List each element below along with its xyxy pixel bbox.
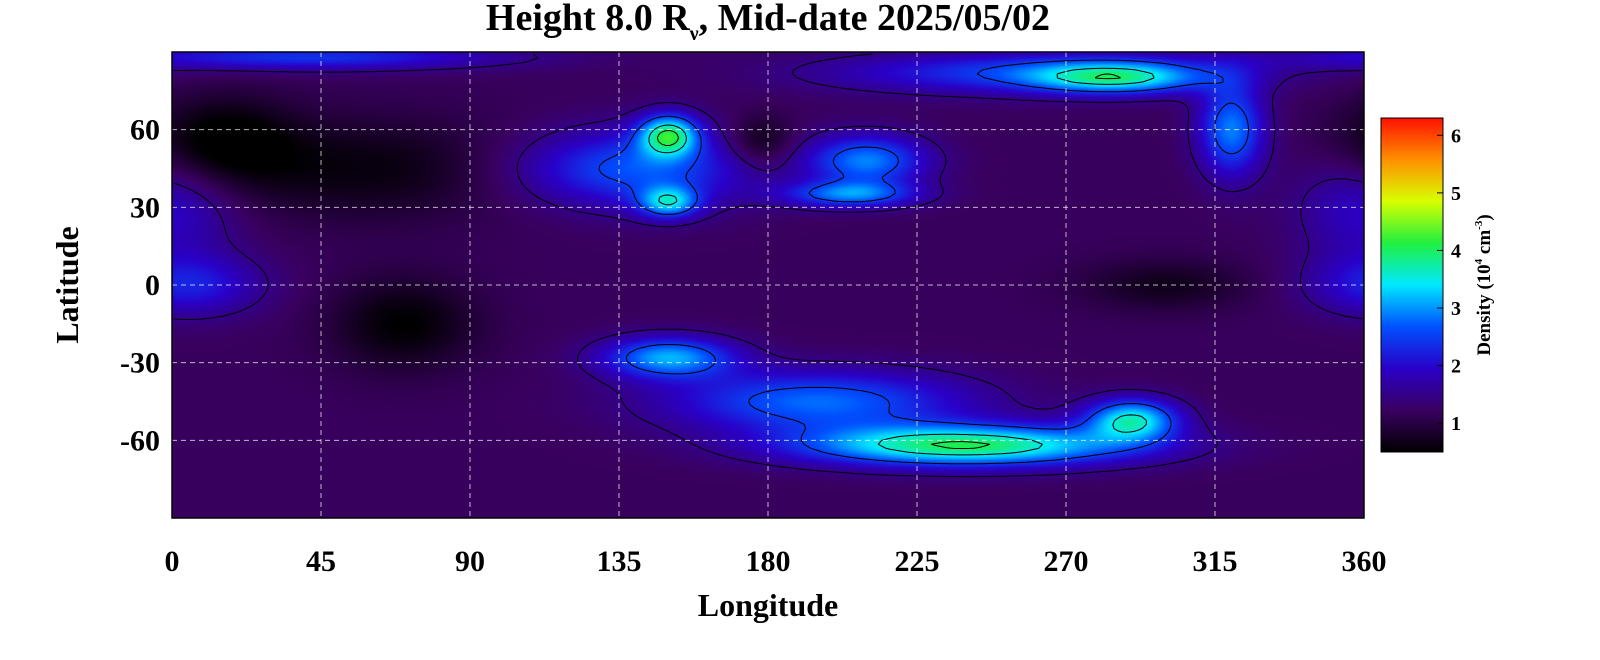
x-tick-label: 0	[165, 545, 180, 578]
colorbar-tick-label: 5	[1451, 183, 1461, 205]
chart-title-suffix: , Mid-date 2025/05/02	[699, 0, 1050, 39]
colorbar-tick-label: 6	[1451, 125, 1461, 147]
y-axis-label: Latitude	[49, 226, 85, 343]
x-tick-label: 90	[455, 545, 485, 578]
x-tick-label: 45	[306, 545, 336, 578]
y-tick-label: 30	[130, 191, 160, 224]
y-tick-label: -30	[120, 347, 160, 380]
x-tick-label: 360	[1342, 545, 1387, 578]
plot-frame	[171, 51, 1365, 519]
x-tick-label: 180	[746, 545, 791, 578]
y-tick-label: 0	[145, 269, 160, 302]
colorbar-label-mid: cm	[1474, 230, 1495, 259]
x-tick-labels: 0 45 90 135 180 225 270 315 360	[165, 545, 1387, 578]
y-tick-label: 60	[130, 114, 160, 147]
colorbar-label-exp2: -3	[1473, 220, 1485, 230]
colorbar-label-exp1: 4	[1473, 258, 1485, 264]
colorbar-tick-label: 2	[1451, 356, 1461, 378]
colorbar-tick-label: 4	[1451, 240, 1461, 262]
x-tick-label: 315	[1193, 545, 1238, 578]
x-axis-label: Longitude	[698, 587, 838, 623]
colorbar-tick-label: 3	[1451, 298, 1461, 320]
chart-title: Height 8.0 Rν, Mid-date 2025/05/02	[486, 0, 1050, 45]
x-tick-label: 135	[597, 545, 642, 578]
colorbar-tick-label: 1	[1451, 413, 1461, 435]
x-tick-label: 270	[1044, 545, 1089, 578]
y-tick-label: -60	[120, 424, 160, 457]
contour-line	[648, 67, 1155, 456]
colorbar-fill	[1380, 117, 1444, 453]
y-tick-labels: -60 -30 0 30 60	[120, 114, 160, 458]
contour-line	[656, 73, 1121, 449]
contour-lines	[173, 53, 1363, 478]
plot-area	[172, 52, 1364, 518]
x-tick-label: 225	[895, 545, 940, 578]
colorbar-label-suffix: )	[1474, 214, 1495, 220]
grid-lines	[172, 52, 1364, 518]
colorbar-ticks: 1 2 3 4 5 6	[1437, 125, 1461, 435]
contour-line	[173, 53, 1363, 478]
chart-title-subscript: ν	[689, 23, 699, 45]
chart-title-prefix: Height 8.0 R	[486, 0, 690, 39]
colorbar-label-prefix: Density (10	[1474, 264, 1495, 355]
contour-line	[598, 59, 1249, 465]
colorbar-label: Density (104 cm-3)	[1473, 214, 1495, 355]
